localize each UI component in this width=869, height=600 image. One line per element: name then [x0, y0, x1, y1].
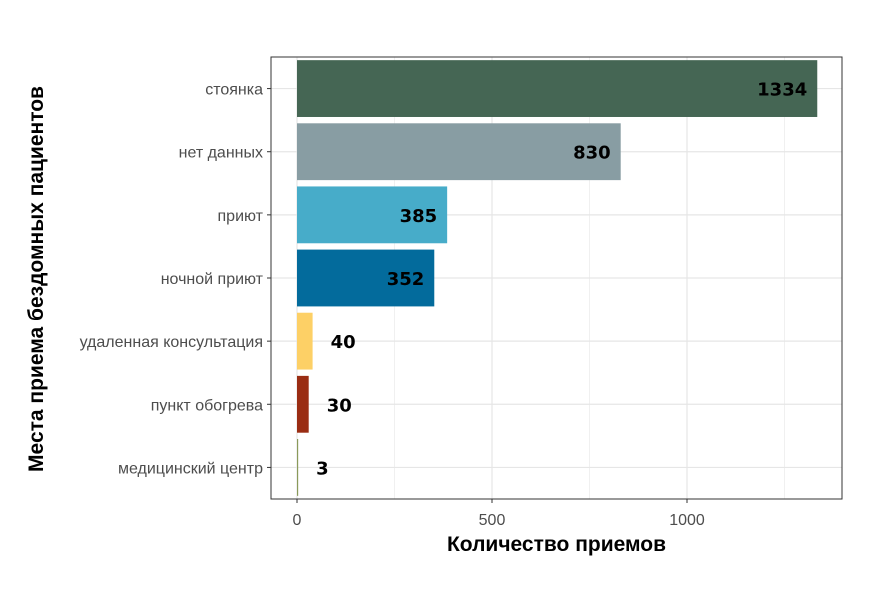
category-label: удаленная консультация — [80, 334, 263, 351]
bar — [297, 123, 621, 181]
bar — [297, 312, 313, 370]
bar — [297, 375, 309, 433]
data-label: 3 — [316, 458, 329, 479]
bar — [297, 60, 818, 117]
category-label: приют — [218, 208, 264, 225]
grid-layer — [271, 57, 842, 499]
y-axis-title: Места приема бездомных пациентов — [25, 86, 48, 472]
bar — [297, 439, 299, 496]
data-label: 1334 — [757, 80, 807, 101]
bar — [297, 249, 435, 307]
data-label: 40 — [331, 332, 356, 353]
x-tick-label: 1000 — [669, 512, 705, 529]
category-label: медицинский центр — [118, 460, 263, 477]
data-label: 385 — [400, 206, 438, 227]
data-label: 830 — [573, 143, 611, 164]
x-tick-label: 500 — [479, 512, 506, 529]
axes-layer: стоянка нет данных приют ночной приют удален… — [80, 82, 705, 529]
bars-layer: 1334 830 385 352 40 30 3 — [297, 60, 818, 496]
data-label: 352 — [387, 269, 425, 290]
bar — [297, 186, 448, 244]
category-label: пункт обогрева — [151, 397, 263, 414]
x-axis-title: Количество приемов — [447, 533, 666, 556]
x-tick-label: 0 — [293, 512, 302, 529]
category-label: нет данных — [179, 145, 263, 162]
category-label: ночной приют — [161, 271, 264, 288]
category-label: стоянка — [205, 82, 263, 99]
data-label: 30 — [327, 395, 352, 416]
